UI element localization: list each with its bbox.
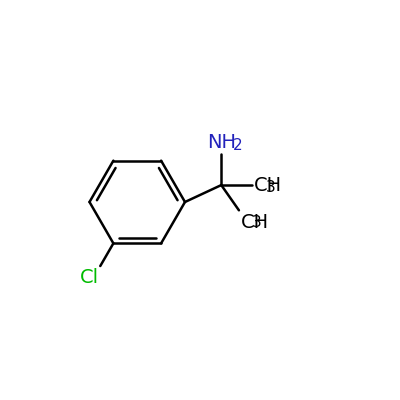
Text: CH: CH xyxy=(240,213,268,232)
Text: CH: CH xyxy=(254,176,282,194)
Text: 3: 3 xyxy=(252,215,262,230)
Text: NH: NH xyxy=(207,133,236,152)
Text: 2: 2 xyxy=(233,138,242,153)
Text: Cl: Cl xyxy=(80,268,99,286)
Text: 3: 3 xyxy=(265,180,275,195)
